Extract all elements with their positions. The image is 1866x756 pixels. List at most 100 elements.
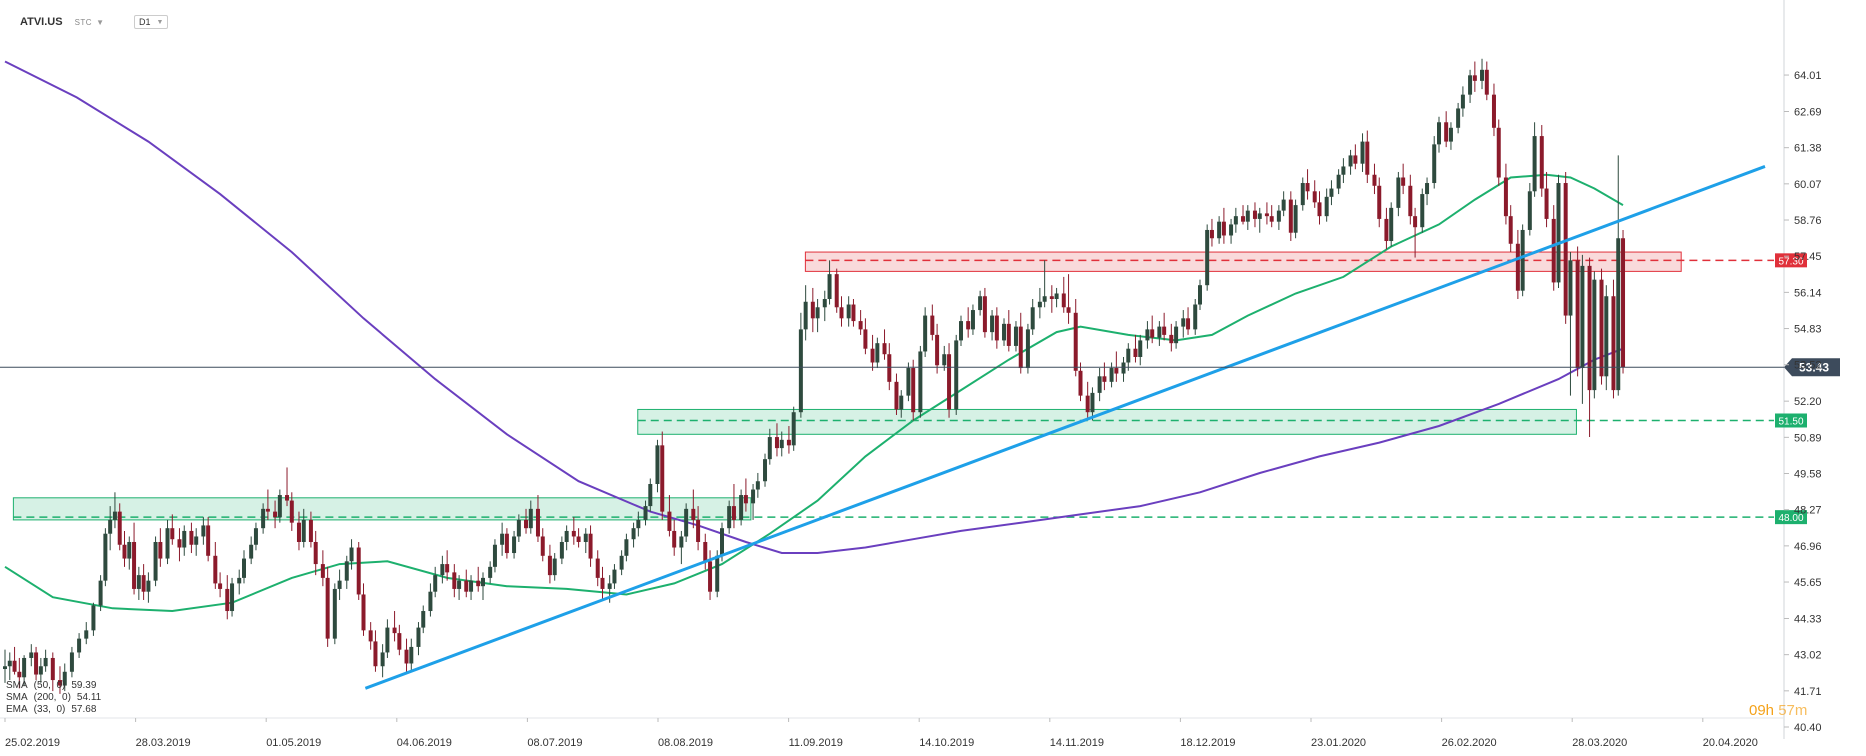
candle-body (559, 541, 564, 559)
candle-body (380, 652, 385, 667)
candle-body (1037, 301, 1042, 308)
candle-body (1515, 243, 1520, 291)
candle-body (564, 530, 569, 542)
resistance-zone[interactable] (804, 251, 1682, 272)
candle-body (667, 511, 672, 531)
candle-body (810, 301, 815, 319)
candle-body (875, 343, 880, 363)
candle-body (1444, 122, 1449, 142)
candle-body (1372, 174, 1377, 186)
candle-body (1006, 323, 1011, 346)
candle-body (1085, 395, 1090, 413)
candle-body (708, 561, 713, 592)
source-label[interactable]: STC (74, 17, 93, 27)
symbol-label[interactable]: ATVI.US (20, 16, 63, 28)
candle-body (1097, 376, 1102, 393)
candle-body (600, 577, 605, 589)
legend-row[interactable]: EMA (33, 0) 57.68 (6, 704, 101, 716)
candle-body (277, 495, 282, 518)
candle-body (1054, 293, 1059, 299)
trendline[interactable] (364, 165, 1766, 690)
candle-body (1532, 136, 1537, 192)
candle-body (743, 495, 748, 504)
candle-body (1496, 127, 1501, 178)
candle-body (512, 536, 517, 554)
candle-body (1551, 218, 1556, 283)
candle-body (1312, 191, 1317, 203)
candle-body (22, 657, 27, 678)
candle-body (206, 525, 211, 556)
candle-body (636, 519, 641, 529)
candle-body (1300, 183, 1305, 206)
candle-body (12, 660, 17, 672)
support-zone[interactable] (12, 497, 752, 521)
candle-body (619, 555, 624, 570)
candle-body (1563, 183, 1568, 316)
legend-row[interactable]: SMA (200, 0) 54.11 (6, 692, 101, 704)
candle-body (38, 666, 43, 675)
current-price-label: 53.43 (1799, 361, 1829, 375)
sma-200-line[interactable] (4, 60, 1624, 554)
candle-body (648, 484, 653, 507)
candle-body (452, 572, 457, 589)
candle-body (1209, 229, 1214, 239)
candle-body (1425, 183, 1430, 195)
candle-body (177, 539, 182, 548)
timeframe-label: D1 (139, 17, 151, 27)
candle-body (703, 541, 708, 562)
candles-layer (3, 58, 1626, 694)
candle-body (894, 381, 899, 410)
x-axis[interactable]: 25.02.2019 28.03.2019 01.05.2019 04.06.2019… (4, 718, 1758, 749)
support-level-tag (1775, 413, 1807, 428)
candle-body (947, 354, 952, 410)
candle-body (834, 274, 839, 308)
candle-body (930, 315, 935, 335)
candle-body (1508, 216, 1513, 244)
candle-body (230, 583, 235, 612)
indicator-name: SMA (6, 680, 28, 691)
candle-body (839, 307, 844, 319)
trendline-layer[interactable] (364, 165, 1766, 690)
x-tick-label: 08.08.2019 (658, 737, 713, 749)
candle-body (1401, 177, 1406, 186)
candle-body (1377, 185, 1382, 219)
candle-body (1162, 326, 1167, 335)
timeframe-selector[interactable]: D1 ▼ (134, 15, 169, 29)
candle-body (1042, 296, 1047, 302)
candle-body (469, 580, 474, 592)
candle-body (1013, 326, 1018, 346)
candle-body (1599, 279, 1604, 377)
candle-body (1138, 340, 1143, 357)
candle-body (858, 321, 863, 330)
legend-row[interactable]: SMA (50, 0) 59.39 (6, 680, 101, 692)
candle-body (213, 555, 218, 584)
candle-body (679, 536, 684, 548)
indicator-value: 59.39 (71, 680, 97, 691)
x-tick-label: 14.10.2019 (919, 737, 974, 749)
candle-body (84, 630, 89, 639)
candle-body (899, 395, 904, 410)
candle-body (237, 577, 242, 584)
candle-body (798, 329, 803, 413)
y-tick-label: 57.45 (1794, 251, 1822, 263)
y-tick-label: 61.38 (1794, 143, 1822, 155)
x-tick-label: 14.11.2019 (1050, 737, 1104, 749)
candle-body (320, 564, 325, 578)
y-tick-label: 46.96 (1794, 541, 1822, 553)
chevron-down-icon[interactable]: ▼ (96, 17, 104, 27)
candle-body (397, 633, 402, 650)
candle-body (1448, 127, 1453, 142)
candle-body (392, 627, 397, 634)
candle-body (786, 439, 791, 446)
candle-body (428, 591, 433, 612)
candle-body (1145, 329, 1150, 341)
indicator-name: SMA (6, 692, 28, 703)
y-axis[interactable]: 64.01 62.69 61.38 60.07 58.76 57.45 56.14 54.83… (1784, 70, 1822, 734)
candle-body (767, 437, 772, 460)
candle-body (1468, 75, 1473, 95)
sma-50-line[interactable] (4, 173, 1624, 613)
candle-body (607, 583, 612, 589)
candle-body (62, 671, 67, 686)
x-tick-label: 04.06.2019 (397, 737, 452, 749)
